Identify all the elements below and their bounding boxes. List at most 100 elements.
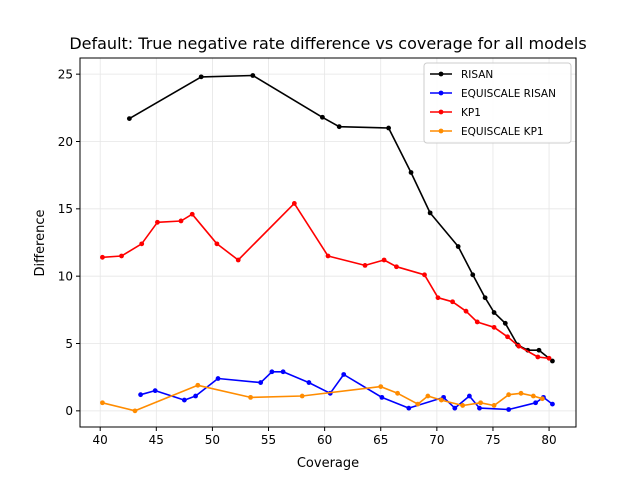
data-point [193,393,198,399]
y-tick-label: 5 [65,337,73,351]
data-point [518,390,524,396]
x-tick-label: 60 [317,433,332,447]
data-point [455,244,461,249]
data-point [491,403,497,408]
x-tick-label: 55 [261,433,276,447]
data-point [299,393,305,399]
data-point [195,382,201,388]
data-point [408,170,414,175]
data-point [178,218,184,224]
data-point [506,392,512,398]
data-point [214,241,220,247]
data-point [550,401,555,407]
y-tick-label: 0 [65,404,73,418]
legend: RISAN EQUISCALE RISAN KP1 EQUISCALE KP1 [423,62,572,144]
data-point [126,116,132,122]
data-point [152,388,158,394]
data-point [535,354,541,360]
data-point [395,390,400,396]
y-tick-label: 25 [58,67,73,81]
series-kp1 [100,201,552,361]
y-tick-label: 15 [58,202,73,216]
data-point [491,324,497,330]
data-point [100,400,105,406]
data-point [189,211,195,217]
data-point [325,253,331,259]
legend-label: EQUISCALE RISAN [461,88,556,100]
data-point [406,405,412,411]
data-point [181,397,187,403]
data-point [362,262,368,268]
data-point [502,320,508,326]
x-axis-label: Coverage [297,456,359,471]
data-point [427,210,433,216]
data-point [460,403,466,408]
data-point [155,219,160,225]
data-point [379,394,385,400]
y-axis: 0 5 10 15 20 25 [58,67,80,418]
x-tick-label: 40 [93,433,108,447]
data-point [425,393,431,399]
data-point [477,405,482,411]
x-tick-label: 65 [373,433,388,447]
data-point [550,358,555,364]
series-layer [100,73,555,414]
data-point [505,334,510,340]
data-point [119,253,124,259]
data-point [450,299,455,305]
data-point [470,272,476,278]
data-point [258,380,264,385]
data-point [291,201,297,206]
data-point [539,396,545,402]
data-point [139,241,145,247]
data-point [478,400,484,406]
data-point [435,295,441,301]
y-tick-label: 10 [58,269,73,283]
data-point [474,319,480,325]
data-point [491,310,497,315]
series-equiscale-risan [138,369,555,412]
data-point [516,343,522,349]
legend-label: KP1 [461,107,481,119]
legend-item: KP1 [430,107,481,119]
legend-marker [438,90,444,96]
data-point [422,272,427,278]
legend-marker [438,128,444,134]
data-point [319,114,325,120]
legend-label: EQUISCALE KP1 [461,126,544,138]
series-equiscale-kp1 [100,382,545,414]
data-point [438,397,444,403]
legend-item: EQUISCALE KP1 [430,126,544,138]
data-point [336,124,342,130]
data-point [341,372,347,377]
data-point [533,400,539,406]
legend-item: EQUISCALE RISAN [430,88,556,100]
plot-frame [79,57,577,428]
data-point [530,393,536,399]
legend-label: RISAN [461,69,493,81]
data-point [506,407,512,412]
data-point [215,376,221,381]
data-point [386,125,391,131]
data-point [306,380,312,385]
data-point [466,393,472,399]
x-tick-label: 45 [149,433,164,447]
x-tick-label: 50 [205,433,220,447]
data-point [100,254,105,260]
x-tick-label: 70 [429,433,444,447]
x-tick-label: 75 [485,433,500,447]
legend-marker [438,71,444,77]
y-axis-label: Difference [33,209,48,276]
data-point [452,405,458,411]
data-point [248,394,253,400]
data-point [394,264,399,270]
legend-box [423,62,572,144]
data-point [546,355,552,361]
data-point [536,347,542,353]
data-point [235,257,241,263]
legend-item: RISAN [430,69,493,81]
x-tick-label: 80 [541,433,556,447]
data-point [132,408,138,414]
x-axis: 40 45 50 55 60 65 70 75 80 [93,427,557,447]
